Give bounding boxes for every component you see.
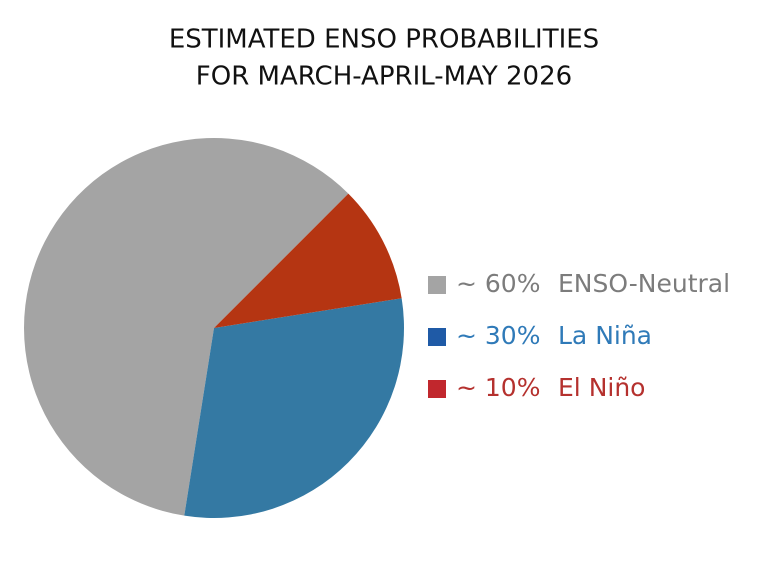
- chart-title: ESTIMATED ENSO PROBABILITIES: [169, 25, 599, 55]
- pie-slice: [214, 193, 402, 328]
- legend-label: ENSO-Neutral: [558, 269, 730, 298]
- legend-swatch: [428, 328, 446, 346]
- pie-slice: [23, 137, 349, 516]
- pie-slice: [184, 298, 405, 518]
- legend-label: La Niña: [558, 321, 652, 350]
- legend-value: ~ 30%: [456, 321, 540, 350]
- legend-swatch: [428, 380, 446, 398]
- chart-title: FOR MARCH-APRIL-MAY 2026: [196, 62, 572, 92]
- legend-value: ~ 60%: [456, 269, 540, 298]
- legend-label: El Niño: [558, 373, 645, 402]
- legend-swatch: [428, 276, 446, 294]
- legend-value: ~ 10%: [456, 373, 540, 402]
